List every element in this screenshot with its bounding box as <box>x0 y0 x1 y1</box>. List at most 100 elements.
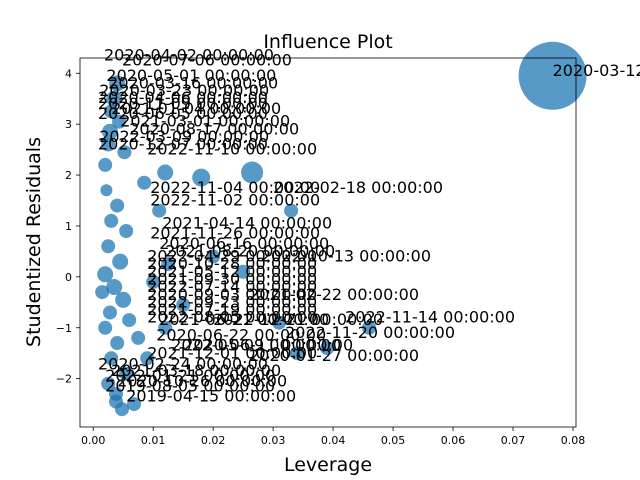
point-annotation: 2020-02-24 00:00:00 <box>98 355 268 374</box>
y-tick-label: −2 <box>56 373 72 386</box>
point-annotation: 2020-07-06 00:00:00 <box>122 51 292 70</box>
point-annotation: 2020-04-06 00:00:00 <box>98 88 268 107</box>
point-annotation: 2022-08-05 00:00:00 <box>147 308 317 327</box>
data-point <box>320 341 335 356</box>
point-annotation: 2020-11-09 00:00:00 <box>98 94 268 113</box>
point-annotation: 2021-07-19 00:00:00 <box>147 300 317 319</box>
data-point <box>112 114 126 129</box>
point-annotation: 2020-04-02 00:00:00 <box>104 46 274 65</box>
point-annotation: 2022-11-20 00:00:00 <box>285 323 455 342</box>
data-point <box>176 297 191 312</box>
data-point <box>290 346 305 361</box>
point-annotation: 2020-09-03 00:00:00 <box>147 285 317 304</box>
point-annotation: 2020-06-16 00:00:00 <box>159 234 329 253</box>
data-point <box>117 145 132 160</box>
x-tick-label: 0.00 <box>81 434 106 447</box>
point-annotation: 2020-06-05 00:00:00 <box>98 104 268 123</box>
point-annotation: 2019-08-05 00:00:00 <box>105 376 275 395</box>
point-annotation: 2021-02-22 00:00:00 <box>249 285 419 304</box>
data-point <box>284 203 299 218</box>
data-point <box>103 305 117 320</box>
point-annotation: 2022-10-13 00:00:00 <box>261 247 431 266</box>
point-annotation: 2021-04-14 00:00:00 <box>162 214 332 233</box>
data-point <box>241 161 264 184</box>
axes-frame <box>79 57 577 428</box>
data-point <box>131 330 146 345</box>
data-point <box>102 123 118 140</box>
x-tick-label: 0.04 <box>321 434 346 447</box>
data-point <box>146 274 161 289</box>
chart-title: Influence Plot <box>263 31 392 53</box>
point-annotation: 2021-08-20 00:00:00 <box>165 242 335 261</box>
point-annotation: 2020-06-22 00:00:00 <box>156 326 326 345</box>
y-tick-label: 3 <box>65 118 72 131</box>
data-point <box>109 75 126 92</box>
point-annotation: 2021-11-26 00:00:00 <box>150 224 320 243</box>
point-annotation: 2020-10-28 00:00:00 <box>147 254 317 273</box>
point-annotation: 2020-01-27 00:00:00 <box>249 346 419 365</box>
data-point <box>272 315 287 330</box>
point-annotation: 2019-04-15 00:00:00 <box>126 387 296 406</box>
x-axis-label: Leverage <box>284 454 372 476</box>
scatter-markers <box>95 41 587 417</box>
point-annotation: 2022-11-02 00:00:00 <box>150 191 320 210</box>
point-annotation: 2020-10-26 00:00:00 <box>117 371 287 390</box>
data-point <box>104 351 119 366</box>
y-tick-label: 0 <box>65 271 72 284</box>
data-point <box>122 313 137 328</box>
point-annotation: 2021-09-30 00:00:00 <box>147 270 317 289</box>
data-point <box>110 336 125 350</box>
x-tick-label: 0.08 <box>561 434 586 447</box>
data-point <box>115 402 129 417</box>
x-tick-label: 0.03 <box>261 434 286 447</box>
data-point <box>95 285 110 300</box>
x-tick-label: 0.05 <box>381 434 406 447</box>
data-point <box>101 376 116 391</box>
point-annotation: 2022-12-21 00:00:00 <box>213 310 383 329</box>
point-annotation: 2022-07-14 00:00:00 <box>147 277 317 296</box>
point-annotation: 2022-11-04 00:00:00 <box>150 178 320 197</box>
point-annotation: 2020-03-16 00:00:00 <box>108 74 278 93</box>
data-point <box>112 253 129 270</box>
y-axis-ticks: −2 −1 0 1 2 3 4 <box>56 67 80 386</box>
point-annotation: 2022-05-09 00:00:00 <box>171 336 341 355</box>
x-axis-ticks: 0.00 0.01 0.02 0.03 0.04 0.05 0.06 0.07 0.08 <box>81 427 585 447</box>
y-tick-label: 1 <box>65 220 72 233</box>
data-point <box>140 351 155 366</box>
data-point <box>97 266 114 283</box>
data-point <box>152 203 167 218</box>
point-annotation: 2021-03-01 00:00:00 <box>120 112 290 131</box>
data-point <box>119 366 134 381</box>
y-axis-label: Studentized Residuals <box>23 137 45 347</box>
point-annotation: 2020-06-11 00:00:00 <box>183 336 353 355</box>
point-annotation: 2021-06-21 00:00:00 <box>159 310 329 329</box>
x-tick-label: 0.02 <box>201 434 226 447</box>
point-annotation: 2021-03-18 00:00:00 <box>111 361 281 380</box>
point-annotation: 2022-11-14 00:00:00 <box>345 308 515 327</box>
data-point <box>106 90 123 107</box>
y-tick-label: −1 <box>56 322 72 335</box>
x-tick-label: 0.06 <box>441 434 466 447</box>
data-point <box>110 198 125 213</box>
data-point <box>104 213 119 228</box>
point-annotation: 2022-01-21 00:00:00 <box>105 366 275 385</box>
y-tick-label: 4 <box>65 67 72 80</box>
data-point <box>137 175 152 190</box>
data-point <box>518 41 587 110</box>
data-point <box>119 224 134 238</box>
data-point <box>115 291 132 308</box>
data-point <box>157 164 174 181</box>
data-point <box>101 137 116 152</box>
point-annotation: 2020-05-01 00:00:00 <box>106 66 276 85</box>
x-tick-label: 0.01 <box>141 434 166 447</box>
point-annotation: 2021-05-12 00:00:00 <box>147 262 317 281</box>
data-point <box>236 264 251 279</box>
point-annotation: 2022-03-09 00:00:00 <box>99 127 269 146</box>
point-annotation: 2022-11-10 00:00:00 <box>147 140 317 159</box>
point-annotation: 2021-12-01 00:00:00 <box>147 343 317 362</box>
data-point <box>98 320 113 335</box>
data-point <box>127 397 141 412</box>
data-point <box>104 104 119 119</box>
